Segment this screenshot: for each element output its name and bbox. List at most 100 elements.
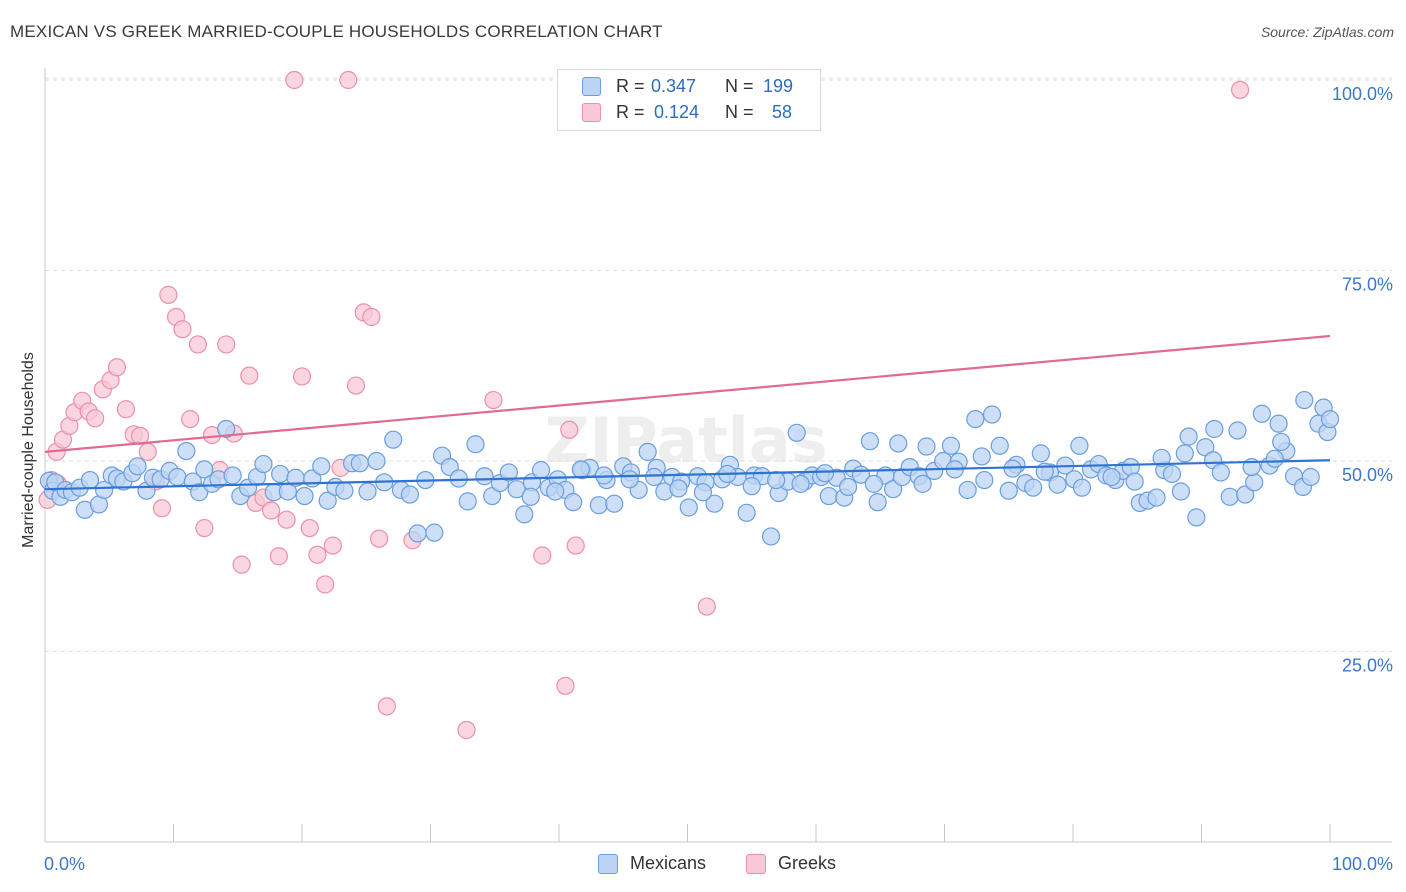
legend-r-value: 0.124 [654,102,700,122]
y-tick-label: 75.0% [1342,275,1393,295]
mexicans-point [425,523,444,542]
mexicans-point [367,451,386,471]
mexicans-point [1171,482,1191,501]
mexicans-point [1265,449,1284,468]
mexicans-point [195,460,214,479]
mexicans-point [638,442,657,461]
mexicans-point [819,486,838,506]
legend-r-label: R = [616,76,645,96]
mexicans-trend-line [44,459,1331,491]
mexicans-point [1236,485,1255,504]
mexicans-point [1295,390,1314,410]
mexicans-point [449,469,468,488]
series-legend: Mexicans Greeks [0,852,1406,878]
greeks-point [116,400,136,419]
y-tick-label: 50.0% [1342,465,1393,485]
y-axis-label-text: Married-couple Households [20,352,37,548]
x-tick-label: 100.0% [1332,854,1393,874]
greeks-point [138,442,157,461]
greeks-point [560,420,579,439]
mexicans-point [507,480,526,499]
mexicans-point [761,527,781,546]
greeks-point [152,499,172,518]
greeks-point [240,366,259,385]
mexicans-point [737,503,756,522]
mexicans-point [515,505,534,524]
greeks-points [38,70,1250,740]
mexicans-point [1102,467,1121,487]
chart-title: MEXICAN VS GREEK MARRIED-COUPLE HOUSEHOL… [10,22,663,41]
mexicans-point [958,480,977,500]
y-tick-label: 100.0% [1332,84,1393,104]
mexicans-point [95,480,114,500]
mexicans-point [1205,419,1224,439]
legend-n-value: 199 [763,76,794,96]
tick-labels: 25.0% 50.0% 75.0% 100.0% 0.0% 100.0% [44,84,1393,874]
mexicans-swatch [582,77,601,96]
mexicans-point [693,483,713,502]
greeks-point [457,720,476,740]
mexicans-point [889,434,908,453]
mexicans-point [271,464,290,484]
greeks-point [533,546,552,565]
greeks-point [188,335,208,354]
greeks-point [362,307,381,327]
mexicans-point [1162,464,1182,484]
greeks-point [323,536,342,555]
mexicans-point [1269,414,1288,433]
mexicans-point [1320,409,1340,429]
greeks-point [277,510,296,529]
greeks-point [556,676,575,695]
mexicans-point [1245,473,1264,492]
greeks-swatch [746,854,766,874]
legend-n-value: 58 [772,102,793,122]
greeks-point [232,555,251,574]
mexicans-point [190,483,209,502]
mexicans-point [941,436,961,455]
mexicans-point [400,485,420,504]
mexicans-point [350,454,369,473]
greeks-point [195,518,214,538]
mexicans-point [982,405,1002,424]
greeks-point [566,536,585,555]
greeks-point [316,575,335,594]
greeks-point [86,409,105,428]
mexicans-point [975,470,994,490]
greeks-point [107,358,127,377]
greeks-swatch [582,103,601,122]
mexicans-point [605,494,624,513]
greeks-point [269,547,288,566]
mexicans-point [1228,421,1247,440]
axes [44,68,1392,843]
mexicans-point [1070,436,1089,455]
mexicans-point [742,477,761,496]
mexicans-point [972,447,991,466]
mexicans-point [408,524,427,543]
mexicans-point [1187,508,1206,527]
legend-r-label: R = [616,102,645,122]
mexicans-point [168,467,187,487]
legend-label-greeks: Greeks [778,853,837,873]
mexicans-point [815,464,835,483]
mexicans-point [564,493,583,512]
legend-r-value: 0.347 [651,76,697,96]
trend-lines [44,334,1331,491]
mexicans-point [966,409,985,429]
mexicans-point [217,419,236,439]
mexicans-point [177,441,196,461]
mexicans-point [679,498,698,517]
greeks-point [697,597,716,616]
greeks-point [262,501,281,520]
legend-n-label: N = [725,102,754,122]
greeks-point [159,285,178,304]
mexicans-point [254,454,273,474]
greeks-point [377,697,396,716]
mexicans-point [466,435,485,454]
mexicans-point [499,463,518,482]
mexicans-point [1175,444,1194,463]
y-axis-label: Married-couple Households [16,300,42,600]
mexicans-point [312,457,331,476]
mexicans-point [868,493,887,512]
mexicans-point [644,467,664,487]
